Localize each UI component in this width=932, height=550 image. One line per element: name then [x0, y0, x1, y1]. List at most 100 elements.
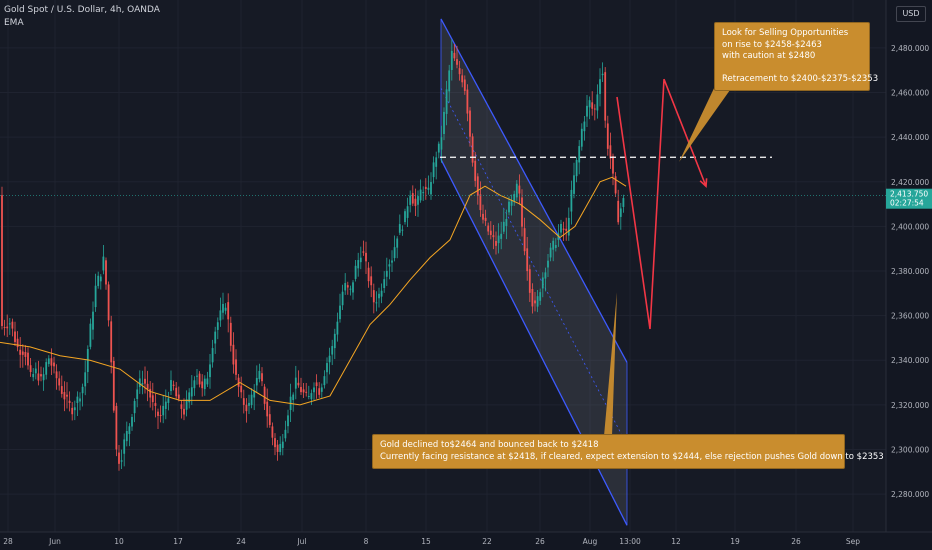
candle-body [300, 386, 302, 393]
candle-body [596, 94, 599, 111]
candle-body [193, 380, 196, 389]
candle-body [469, 110, 471, 137]
candle-body [232, 344, 235, 365]
candle-body [170, 380, 172, 392]
ema-polyline [0, 176, 627, 406]
candle-body [73, 407, 76, 411]
candle-body [86, 348, 89, 372]
candle-body [37, 373, 40, 381]
candle-body [367, 267, 370, 282]
candle-body [242, 398, 245, 405]
note-line: with caution at $2480 [722, 51, 816, 61]
y-tick-label: 2,340.000 [891, 356, 929, 365]
note-line [722, 63, 862, 74]
candle-body [430, 182, 432, 195]
currency-button[interactable]: USD [896, 6, 926, 22]
candle-body [71, 407, 74, 415]
candle-body [393, 247, 396, 259]
candle-body [531, 288, 534, 307]
candle-body [591, 102, 594, 109]
candle-body [513, 194, 516, 202]
candle-body [515, 183, 518, 198]
candle-body [16, 338, 19, 348]
x-tick-label: 13:00 [619, 537, 641, 546]
candle-body [79, 398, 81, 402]
candle-body [619, 208, 622, 217]
candle-body [133, 400, 136, 414]
candle-body [401, 229, 404, 231]
candle-body [385, 270, 388, 277]
x-tick-label: 8 [364, 537, 369, 546]
time-axis: 28 Jun 10 17 24 Jul 8 15 22 26 Aug 13:00 12 19 26 Sep [0, 531, 932, 550]
candle-body [614, 176, 617, 194]
candle-body [118, 452, 120, 464]
x-tick-label: Sep [846, 537, 860, 546]
candle-body [11, 321, 14, 329]
candle-body [570, 189, 573, 212]
candle-body [586, 105, 588, 117]
candle-body [105, 260, 107, 285]
candle-body [427, 187, 430, 190]
candle-body [58, 378, 61, 386]
candle-body [341, 291, 344, 306]
candle-body [398, 224, 401, 233]
candle-body [138, 378, 141, 387]
candle-body [66, 394, 68, 397]
candle-body [14, 331, 16, 342]
candle-body [206, 378, 209, 385]
candle-body [461, 75, 464, 83]
candle-body [99, 276, 102, 282]
candle-body [302, 389, 305, 393]
candle-body [307, 395, 310, 397]
candle-body [547, 260, 549, 268]
candle-body [497, 235, 500, 244]
current-price-label: 2,413.750 [890, 190, 928, 199]
candle-body [102, 256, 105, 271]
candle-body [552, 240, 555, 250]
candle-body [567, 217, 570, 236]
candle-body [417, 196, 419, 205]
candle-body [375, 302, 378, 304]
projection-arrowhead [699, 178, 708, 188]
candle-body [248, 402, 250, 406]
candle-body [63, 392, 66, 400]
candle-body [448, 70, 451, 92]
candle-body [435, 157, 438, 167]
candle-body [19, 349, 22, 355]
candle-body [622, 198, 625, 207]
candle-body [110, 321, 113, 363]
candle-body [370, 276, 373, 286]
candle-body [479, 194, 482, 211]
candle-body [115, 405, 118, 450]
candle-body [344, 283, 347, 291]
x-tick-label: 22 [482, 537, 492, 546]
candle-body [313, 387, 315, 393]
x-tick-label: 15 [421, 537, 431, 546]
candle-body [604, 72, 607, 121]
candle-body [534, 300, 536, 304]
candle-body [268, 414, 271, 425]
candle-body [539, 292, 542, 301]
candle-body [528, 269, 531, 293]
candle-body [609, 145, 612, 159]
candle-body [326, 363, 328, 373]
candle-body [76, 396, 79, 404]
candle-body [323, 376, 326, 386]
channel-upper-line [440, 18, 628, 363]
candle-body [94, 285, 97, 308]
candle-body [489, 230, 492, 235]
candle-body [575, 159, 578, 177]
candle-body [222, 303, 224, 313]
candle-body [378, 293, 380, 299]
candle-body [55, 371, 58, 379]
candle-body [141, 383, 144, 385]
candle-body [599, 79, 601, 94]
candle-body [583, 121, 586, 132]
candle-body [261, 373, 263, 382]
candle-body [593, 108, 596, 110]
candle-body [123, 439, 126, 454]
candle-body [190, 387, 193, 397]
candle-body [8, 323, 11, 325]
candle-body [346, 285, 349, 288]
